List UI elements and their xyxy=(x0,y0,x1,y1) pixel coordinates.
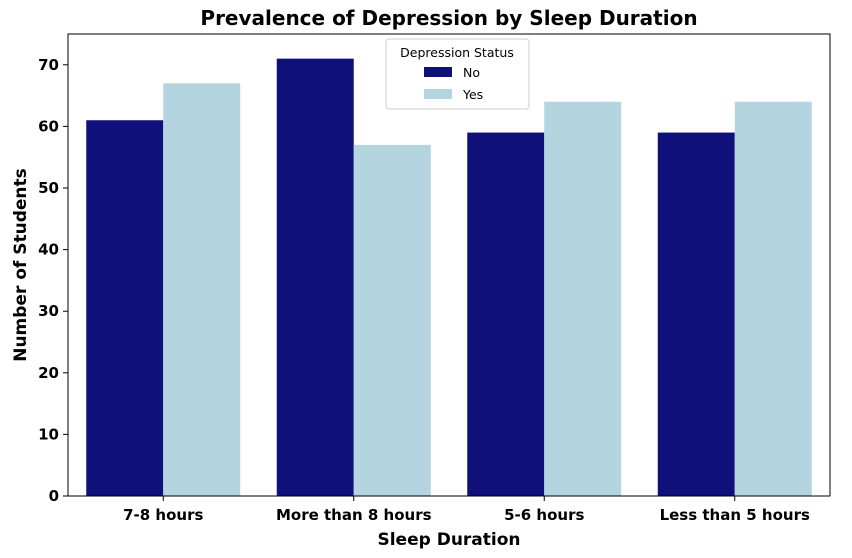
legend-swatch-no xyxy=(424,67,452,77)
y-axis: 0 10 20 30 40 50 60 70 xyxy=(38,56,68,505)
plot-frame xyxy=(67,33,831,497)
bar-no-3 xyxy=(657,132,735,496)
x-axis-label: Sleep Duration xyxy=(377,530,520,550)
legend-label-yes: Yes xyxy=(462,87,483,102)
y-tick-label: 0 xyxy=(49,487,59,505)
legend: Depression Status No Yes xyxy=(385,38,530,110)
bar-no-1 xyxy=(276,58,354,496)
bar-no-2 xyxy=(467,132,545,496)
y-tick-label: 40 xyxy=(38,241,59,259)
bars-group xyxy=(86,58,812,497)
bar-no-0 xyxy=(86,120,164,497)
legend-label-no: No xyxy=(463,65,480,80)
y-tick-label: 10 xyxy=(38,425,59,443)
x-axis: 7-8 hours More than 8 hours 5-6 hours Less … xyxy=(123,496,810,524)
bar-yes-0 xyxy=(163,83,241,496)
bar-yes-1 xyxy=(353,144,431,496)
y-axis-label: Number of Students xyxy=(11,168,31,362)
legend-frame xyxy=(385,38,530,110)
y-tick-label: 30 xyxy=(38,302,59,320)
x-tick-label: 5-6 hours xyxy=(504,506,584,524)
legend-swatch-yes xyxy=(424,89,452,99)
x-tick-label: More than 8 hours xyxy=(276,506,432,524)
chart-title: Prevalence of Depression by Sleep Durati… xyxy=(200,6,697,30)
y-tick-label: 70 xyxy=(38,56,59,74)
bar-yes-3 xyxy=(734,101,812,496)
y-tick-label: 20 xyxy=(38,364,59,382)
y-tick-label: 60 xyxy=(38,117,59,135)
legend-title: Depression Status xyxy=(400,45,514,60)
y-tick-label: 50 xyxy=(38,179,59,197)
bar-yes-2 xyxy=(544,101,622,496)
x-tick-label: 7-8 hours xyxy=(123,506,203,524)
x-tick-label: Less than 5 hours xyxy=(660,506,810,524)
